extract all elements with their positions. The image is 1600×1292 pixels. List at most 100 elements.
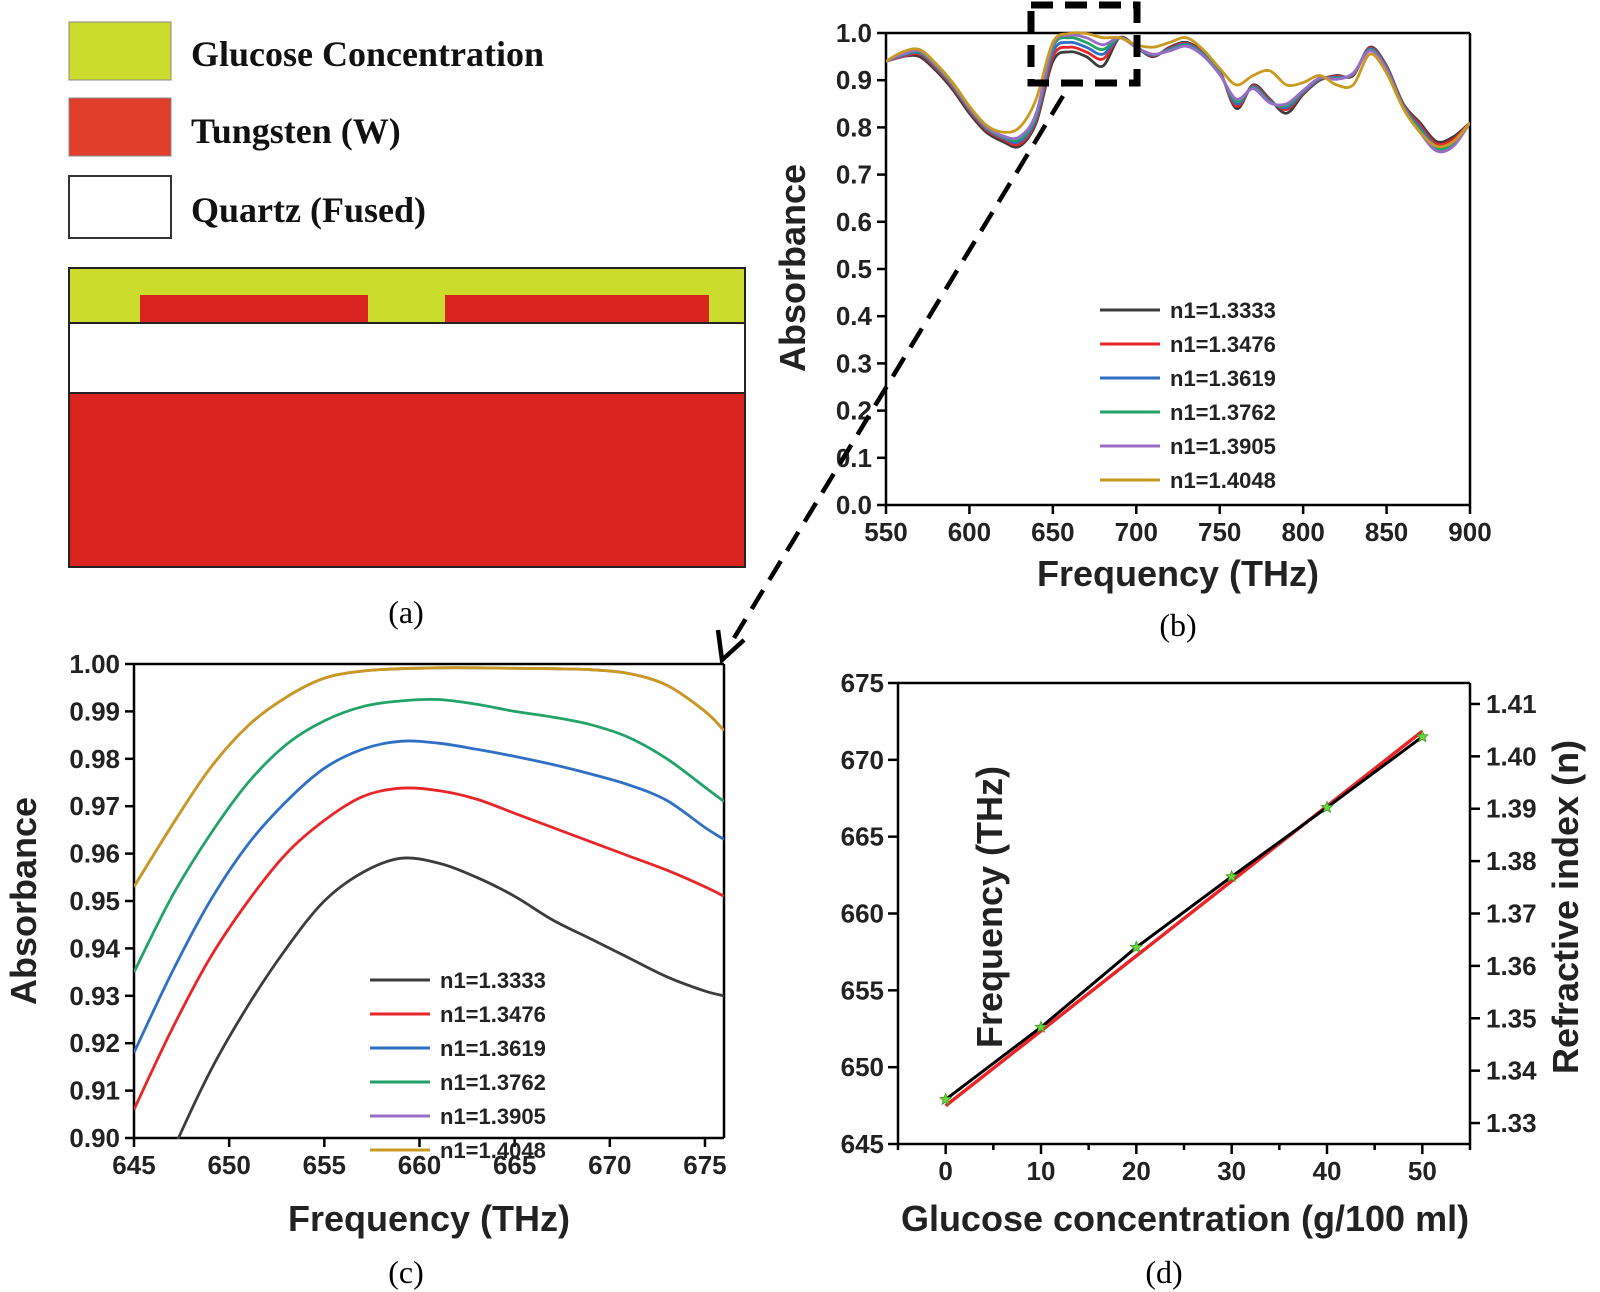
x-tick-label: 600 (948, 517, 991, 547)
data-point-marker (1415, 729, 1430, 743)
y-tick-label: 0.97 (69, 791, 120, 821)
refractive-index-line (944, 729, 1424, 1108)
y-tick-label: 675 (841, 668, 884, 698)
y-tick-label: 0.7 (836, 160, 872, 190)
chart-c-ylabel: Absorbance (3, 797, 44, 1005)
y-tick-label: 670 (841, 745, 884, 775)
data-point-marker (1129, 940, 1144, 954)
x-tick-label: 700 (1115, 517, 1158, 547)
zoom-arrow-line (726, 94, 1065, 650)
y-tick-label: 1.00 (69, 649, 120, 679)
key-label-tungsten: Tungsten (W) (191, 111, 401, 151)
series-line-6 (886, 31, 1470, 149)
y-tick-label: 655 (841, 975, 884, 1005)
data-point-marker (1224, 869, 1239, 883)
tungsten-grating-left (140, 295, 368, 323)
series-line-5 (886, 33, 1470, 154)
structure-key: Glucose Concentration Tungsten (W) Quart… (68, 21, 544, 239)
legend-label: n1=1.3476 (440, 1002, 546, 1027)
x-tick-label: 675 (683, 1150, 726, 1180)
chart-b-axes: 550 600 650 700 750 800 850 9000.00.10.20.30.40… (836, 18, 1492, 547)
y2-tick-label: 1.34 (1486, 1056, 1537, 1086)
y2-tick-label: 1.36 (1486, 951, 1537, 981)
chart-d-ylabel: Frequency (THz) (969, 766, 1010, 1048)
zoom-indicator (715, 1, 1141, 665)
chart-c-series (134, 666, 724, 1139)
zoom-box (1027, 1, 1141, 87)
chart-d: 0 10 20 30 40 50 645 650 655 660 665 670 675 1.33 1.34… (841, 668, 1586, 1290)
y2-tick-label: 1.37 (1486, 899, 1537, 929)
y-tick-label: 0.9 (836, 65, 872, 95)
x-tick-label: 900 (1448, 517, 1491, 547)
chart-d-axes: 0 10 20 30 40 50 645 650 655 660 665 670 675 1.33 1.34… (841, 668, 1538, 1186)
series-line-6 (134, 666, 724, 888)
series-line-2 (134, 786, 724, 1111)
x-tick-label: 800 (1281, 517, 1324, 547)
y-tick-label: 0.98 (69, 744, 120, 774)
y-tick-label: 0.91 (69, 1076, 120, 1106)
key-label-glucose: Glucose Concentration (191, 34, 544, 74)
y-tick-label: 665 (841, 822, 884, 852)
legend-label: n1=1.4048 (440, 1138, 546, 1163)
x-tick-label: 30 (1217, 1156, 1246, 1186)
y2-tick-label: 1.35 (1486, 1003, 1537, 1033)
legend-label: n1=1.3619 (440, 1036, 546, 1061)
y-tick-label: 0.6 (836, 207, 872, 237)
tungsten-grating-right (445, 295, 709, 323)
key-swatch-glucose (68, 21, 172, 81)
chart-c-xlabel: Frequency (THz) (288, 1198, 570, 1239)
x-tick-label: 665 (493, 1150, 536, 1180)
tungsten-substrate (69, 393, 745, 567)
y-tick-label: 0.96 (69, 839, 120, 869)
key-swatch-tungsten (68, 97, 172, 157)
panel-label-b: (b) (1159, 607, 1196, 643)
y-tick-label: 0.8 (836, 112, 872, 142)
y-tick-label: 0.93 (69, 981, 120, 1011)
chart-c-axes: 645 650 655 660 665 670 675 0.90 0.91 0.92 0.93 0.9… (69, 649, 726, 1180)
quartz-layer (69, 323, 745, 393)
x-tick-label: 670 (588, 1150, 631, 1180)
chart-d-y2label: Refractive index (n) (1545, 740, 1586, 1074)
zoom-arrow-head (715, 629, 746, 665)
data-point-marker (938, 1092, 953, 1106)
chart-b-series (886, 31, 1470, 154)
frequency-line (944, 735, 1424, 1101)
y-tick-label: 0.90 (69, 1123, 120, 1153)
chart-d-series (938, 729, 1430, 1108)
y-tick-label: 660 (841, 899, 884, 929)
y-tick-label: 0.5 (836, 254, 872, 284)
legend-label: n1=1.3905 (1170, 434, 1276, 459)
x-tick-label: 660 (398, 1150, 441, 1180)
series-line-3 (886, 36, 1470, 149)
y-tick-label: 0.95 (69, 886, 120, 916)
key-label-quartz: Quartz (Fused) (191, 190, 426, 230)
series-line-2 (886, 36, 1470, 147)
x-tick-label: 50 (1408, 1156, 1437, 1186)
chart-c-legend: n1=1.3333 n1=1.3476 n1=1.3619 n1=1.3762 n1=1… (370, 968, 546, 1163)
y2-tick-label: 1.41 (1486, 689, 1537, 719)
series-line-4 (134, 697, 724, 973)
y-tick-label: 0.0 (836, 490, 872, 520)
x-tick-label: 650 (1031, 517, 1074, 547)
legend-label: n1=1.3476 (1170, 332, 1276, 357)
series-line-1 (886, 35, 1470, 149)
data-point-marker (1034, 1020, 1048, 1033)
y-tick-label: 0.92 (69, 1028, 120, 1058)
y-tick-label: 0.3 (836, 348, 872, 378)
key-swatch-quartz (68, 175, 172, 239)
x-tick-label: 550 (864, 517, 907, 547)
chart-c: 645 650 655 660 665 670 675 0.90 0.91 0.92 0.93 0.9… (3, 649, 727, 1290)
x-tick-label: 0 (938, 1156, 952, 1186)
x-tick-label: 10 (1027, 1156, 1056, 1186)
y-tick-label: 0.94 (69, 933, 120, 963)
x-tick-label: 655 (303, 1150, 346, 1180)
structure-outline (68, 267, 746, 568)
legend-label: n1=1.3762 (1170, 400, 1276, 425)
chart-b-ylabel: Absorbance (772, 164, 813, 372)
y-tick-label: 650 (841, 1052, 884, 1082)
legend-label: n1=1.3905 (440, 1104, 546, 1129)
x-tick-label: 850 (1365, 517, 1408, 547)
y-tick-label: 645 (841, 1129, 884, 1159)
x-tick-label: 650 (207, 1150, 250, 1180)
